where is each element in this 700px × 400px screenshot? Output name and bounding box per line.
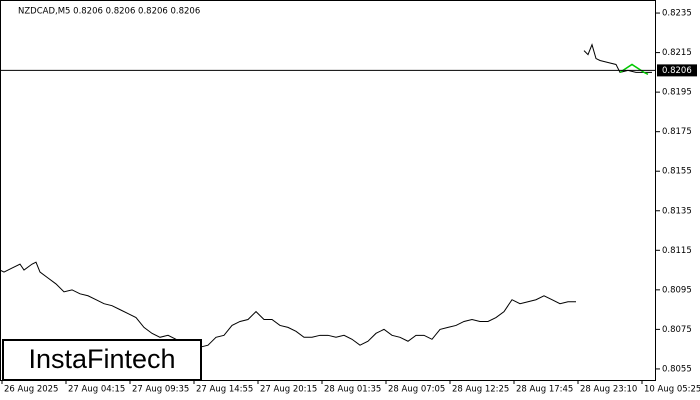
x-tick-label: 28 Aug 12:25	[452, 385, 509, 395]
x-tick-label: 27 Aug 14:55	[196, 385, 253, 395]
y-tick-label: 0.8075	[662, 325, 692, 335]
x-tick-label: 27 Aug 09:35	[132, 385, 189, 395]
y-tick-label: 0.8135	[662, 206, 692, 216]
x-tick-label: 28 Aug 01:35	[324, 385, 381, 395]
plot-frame	[0, 0, 656, 381]
y-tick-label: 0.8195	[662, 88, 692, 98]
x-tick-label: 28 Aug 07:05	[388, 385, 445, 395]
chart-title: NZDCAD,M5 0.8206 0.8206 0.8206 0.8206	[18, 7, 200, 17]
logo-text: InstaFintech	[28, 344, 175, 374]
current-price-box	[657, 64, 697, 77]
price-line	[0, 43, 652, 350]
x-tick-label: 27 Aug 04:15	[68, 385, 125, 395]
x-tick-label: 10 Aug 05:25	[644, 385, 700, 395]
x-tick-label: 28 Aug 17:45	[516, 385, 573, 395]
y-tick-label: 0.8115	[662, 246, 692, 256]
x-tick-label: 28 Aug 23:10	[580, 385, 637, 395]
y-tick-label: 0.8175	[662, 127, 692, 137]
y-tick-label: 0.8235	[662, 9, 692, 19]
x-tick-label: 27 Aug 20:15	[260, 385, 317, 395]
current-price-label: 0.8206	[662, 66, 692, 76]
price-line	[619, 63, 649, 76]
y-tick-label: 0.8215	[662, 48, 692, 58]
x-tick-label: 26 Aug 2025	[4, 385, 58, 395]
y-tick-label: 0.8055	[662, 364, 692, 374]
y-tick-label: 0.8095	[662, 285, 692, 295]
logo: InstaFintech	[2, 339, 202, 381]
y-tick-label: 0.8155	[662, 167, 692, 177]
logo-box	[2, 339, 202, 381]
